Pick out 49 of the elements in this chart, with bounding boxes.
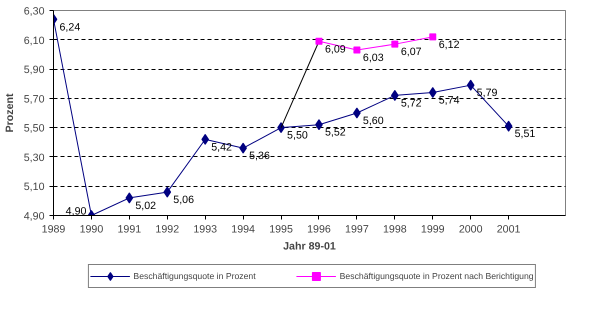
legend-label: Beschäftigungsquote in Prozent nach Berichtigung (340, 270, 534, 283)
x-tick-label: 1989 (42, 224, 66, 236)
y-axis-title: Prozent (4, 93, 16, 133)
data-label: 5,42 (211, 141, 232, 154)
x-tick-label: 1994 (231, 224, 256, 236)
data-label: 4,90 (66, 206, 86, 218)
data-label: 5,06 (173, 194, 194, 206)
x-tick-label: 1998 (382, 224, 407, 236)
x-tick-label: 2000 (458, 224, 483, 236)
x-tick-label: 1995 (269, 224, 293, 236)
y-tick-label: 5,30 (24, 152, 45, 164)
data-label: 5,50 (287, 130, 308, 142)
data-label: 5,52 (324, 126, 346, 139)
y-tick-label: 4,90 (24, 210, 45, 222)
point (201, 134, 210, 145)
x-tick-label: 1991 (118, 224, 142, 236)
data-label: 6,07 (400, 46, 422, 58)
data-label: 6,03 (362, 52, 384, 64)
y-tick-label: 6,30 (24, 6, 45, 18)
y-tick-label: 5,90 (24, 64, 45, 76)
y-tick-label: 5,10 (24, 181, 45, 194)
x-tick-label: 2001 (496, 224, 521, 236)
data-label: 5,02 (135, 200, 156, 212)
point (315, 38, 322, 45)
x-tick-label: 1997 (345, 224, 369, 236)
point (391, 40, 398, 48)
point (429, 33, 436, 40)
point (353, 46, 360, 54)
x-tick-label: 1990 (80, 224, 104, 236)
data-label: 6,12 (438, 38, 460, 51)
data-label: 5,51 (514, 128, 536, 140)
point (353, 108, 361, 118)
x-tick-label: 1999 (420, 224, 445, 236)
x-tick-label: 1992 (155, 224, 180, 236)
y-tick-label: 5,50 (24, 122, 45, 135)
y-tick-label: 6,10 (24, 34, 45, 47)
x-tick-label: 1996 (307, 224, 331, 236)
data-label: 5,60 (362, 115, 384, 127)
point (466, 80, 475, 91)
data-label: 5,72 (400, 97, 422, 110)
data-label: 6,09 (324, 43, 346, 56)
legend-label: Beschäftigungsquote in Prozent (133, 270, 256, 283)
x-tick-label: 1993 (193, 224, 218, 236)
point (163, 186, 172, 198)
data-label: 5,74 (438, 94, 460, 106)
data-label: 6,24 (60, 21, 80, 34)
x-axis-title: Jahr 89-01 (283, 240, 336, 252)
y-tick-label: 5,70 (24, 93, 45, 106)
point (428, 87, 437, 98)
